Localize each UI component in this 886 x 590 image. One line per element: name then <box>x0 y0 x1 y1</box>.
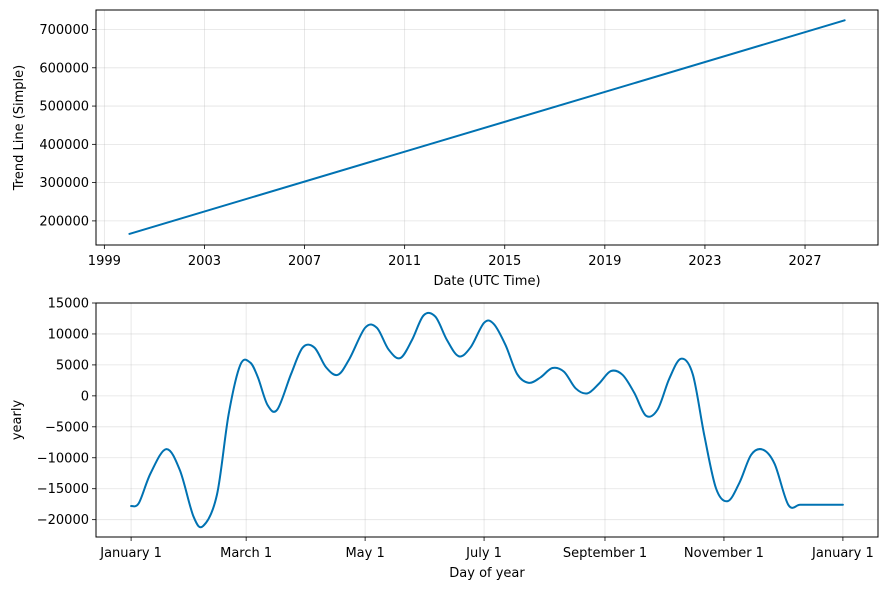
x-tick-label: 2011 <box>388 254 421 269</box>
series-line <box>128 19 846 235</box>
x-tick-label: 2019 <box>588 254 621 269</box>
x-tick-label: July 1 <box>465 546 502 561</box>
y-tick-label: 400000 <box>39 138 89 153</box>
x-tick-label: 2007 <box>288 254 321 269</box>
y-axis-label: Trend Line (Simple) <box>12 65 27 191</box>
x-tick-label: 2023 <box>688 254 721 269</box>
x-tick-label: March 1 <box>220 546 272 561</box>
x-tick-label: November 1 <box>684 546 764 561</box>
x-tick-label: 2003 <box>188 254 221 269</box>
y-tick-label: 300000 <box>39 176 89 191</box>
axes-frame <box>95 9 879 246</box>
y-axis-label: yearly <box>10 400 25 441</box>
trend-chart: 1999 2003 2007 2011 2015 2019 2023 2027 200000 30… <box>12 9 879 289</box>
y-tick-label: 10000 <box>48 327 89 342</box>
axes-frame <box>95 302 879 538</box>
y-tick-label: 5000 <box>56 358 89 373</box>
x-tick-label: 1999 <box>88 254 121 269</box>
x-tick-label: 2015 <box>488 254 521 269</box>
y-tick-label: 700000 <box>39 23 89 38</box>
x-tick-label: 2027 <box>788 254 821 269</box>
y-tick-label: −5000 <box>45 420 89 435</box>
y-tick-label: 600000 <box>39 61 89 76</box>
y-tick-label: 200000 <box>39 214 89 229</box>
x-tick-label: January 1 <box>99 546 162 561</box>
x-tick-label: January 1 <box>811 546 874 561</box>
y-tick-label: 500000 <box>39 100 89 115</box>
y-tick-label: −20000 <box>37 513 89 528</box>
x-axis-label: Day of year <box>449 566 525 581</box>
y-tick-label: −10000 <box>37 451 89 466</box>
x-axis-label: Date (UTC Time) <box>433 274 540 289</box>
yearly-chart: January 1 March 1 May 1 July 1 September 1 No… <box>10 297 879 581</box>
y-tick-label: 15000 <box>48 297 89 312</box>
series-line <box>130 311 844 529</box>
y-tick-label: −15000 <box>37 482 89 497</box>
x-tick-label: May 1 <box>345 546 384 561</box>
x-tick-label: September 1 <box>563 546 647 561</box>
y-tick-label: 0 <box>81 389 89 404</box>
